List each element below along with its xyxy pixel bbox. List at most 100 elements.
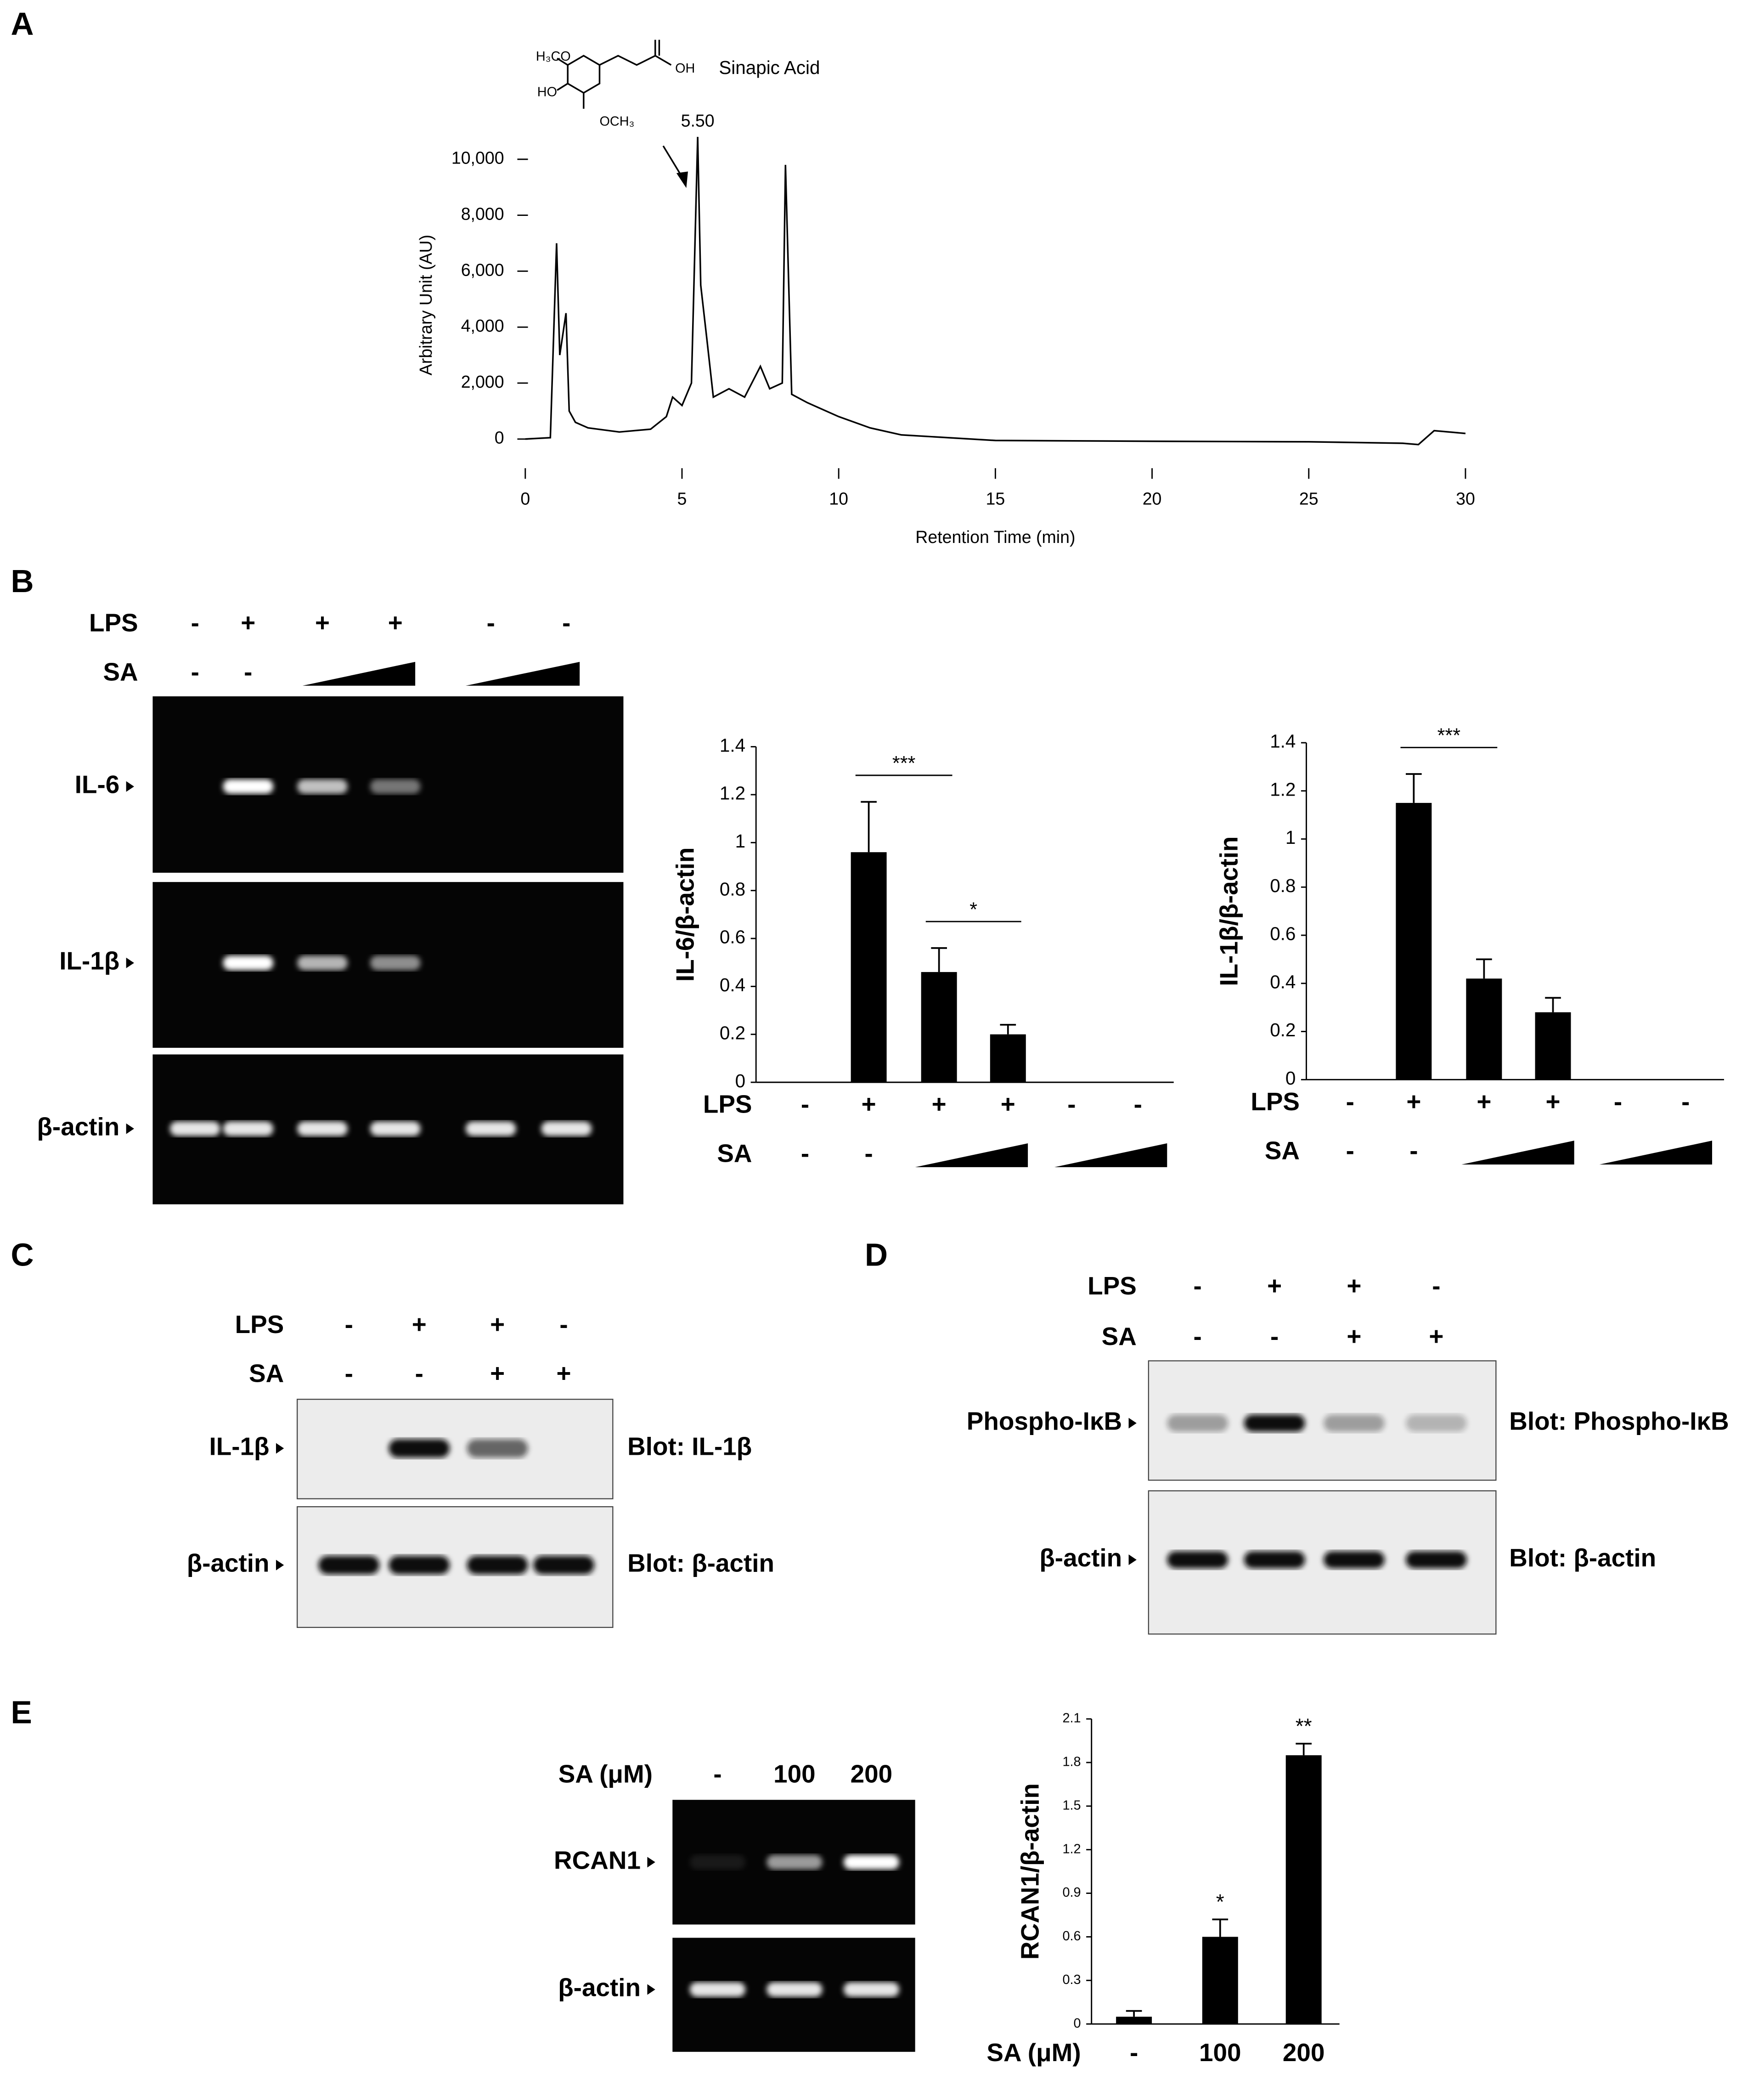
treatment-value: -	[244, 657, 252, 686]
panel-label: D	[865, 1237, 888, 1273]
band-label: IL-1β	[209, 1432, 270, 1461]
x-tick-label: 0	[520, 489, 530, 508]
treatment-label: SA	[1102, 1322, 1137, 1350]
significance: ***	[892, 752, 916, 774]
y-tick-label: 2,000	[461, 372, 504, 391]
band	[389, 1439, 450, 1458]
band	[1406, 1414, 1467, 1432]
treatment-value: -	[345, 1310, 353, 1339]
treatment-value: -	[1134, 1090, 1142, 1119]
band	[297, 1121, 348, 1136]
treatment-value: -	[191, 657, 199, 686]
band-label: RCAN1	[554, 1846, 641, 1874]
band-label: β-actin	[37, 1113, 119, 1141]
y-tick-label: 0.3	[1062, 1972, 1081, 1987]
y-tick-label: 0.2	[720, 1022, 745, 1043]
y-tick-label: 2.1	[1062, 1711, 1081, 1726]
band-label: IL-6	[75, 770, 120, 799]
band-label: Phospho-IκB	[967, 1407, 1122, 1435]
y-tick-label: 0.6	[1270, 923, 1296, 944]
treatment-value: 100	[773, 1760, 816, 1788]
band	[1244, 1414, 1305, 1432]
y-tick-label: 1.2	[1270, 779, 1296, 800]
x-tick-label: 100	[1199, 2038, 1241, 2067]
band	[1167, 1551, 1229, 1569]
band	[370, 955, 421, 971]
treatment-value: +	[862, 1090, 876, 1119]
treatment-value: 200	[851, 1760, 893, 1788]
bar	[1396, 802, 1432, 1080]
panel-label: C	[11, 1237, 34, 1273]
band	[223, 779, 274, 794]
y-tick-label: 0.4	[1270, 971, 1296, 992]
y-tick-label: 0.4	[720, 974, 745, 995]
chem-group: HO	[537, 85, 557, 100]
x-tick-label: 20	[1143, 489, 1162, 508]
treatment-value: +	[1546, 1087, 1561, 1116]
chem-group: OH	[675, 61, 695, 76]
band	[1167, 1414, 1229, 1432]
arrowhead	[1128, 1554, 1137, 1565]
treatment-value: -	[1194, 1271, 1202, 1300]
y-tick-label: 10,000	[451, 148, 504, 168]
treatment-value: -	[1409, 1136, 1418, 1165]
band-label: β-actin	[187, 1549, 270, 1577]
band	[467, 1555, 528, 1575]
blot-label: Blot: β-actin	[1509, 1543, 1656, 1572]
significance: **	[1296, 1714, 1312, 1738]
significance: *	[1216, 1890, 1224, 1914]
y-tick-label: 1.4	[720, 735, 745, 756]
y-tick-label: 8,000	[461, 204, 504, 223]
treatment-label: SA	[103, 657, 138, 686]
x-tick-label: 200	[1283, 2038, 1325, 2067]
band	[370, 779, 421, 794]
bar	[1466, 978, 1502, 1080]
treatment-value: +	[315, 608, 330, 637]
treatment-value: -	[415, 1359, 423, 1388]
y-tick-label: 1.4	[1270, 731, 1296, 752]
y-axis-label: IL-1β/β-actin	[1214, 836, 1243, 986]
y-tick-label: 1	[1285, 827, 1296, 848]
arrowhead	[126, 957, 135, 968]
y-axis-label: IL-6/β-actin	[671, 848, 699, 982]
band	[223, 955, 274, 971]
y-tick-label: 0.8	[1270, 875, 1296, 896]
panel-label: E	[11, 1695, 32, 1730]
band	[1406, 1551, 1467, 1569]
arrowhead	[126, 1123, 135, 1134]
treatment-value: -	[345, 1359, 353, 1388]
y-tick-label: 0	[1074, 2016, 1081, 2031]
treatment-value: -	[801, 1090, 809, 1119]
treatment-label: SA	[1265, 1136, 1300, 1165]
y-tick-label: 6,000	[461, 260, 504, 279]
dose-ramp	[1054, 1143, 1167, 1167]
dose-ramp	[1599, 1141, 1713, 1165]
treatment-value: +	[1001, 1090, 1015, 1119]
band	[297, 955, 348, 971]
band	[843, 1855, 900, 1870]
panel-label: A	[11, 6, 34, 42]
dose-ramp	[915, 1143, 1028, 1167]
arrowhead	[276, 1560, 284, 1571]
arrowhead	[647, 1984, 655, 1995]
band	[467, 1439, 528, 1458]
blot-label: Blot: IL-1β	[627, 1432, 752, 1461]
y-tick-label: 0	[1285, 1068, 1296, 1089]
bar	[1202, 1937, 1238, 2024]
x-tick-label: 15	[986, 489, 1005, 508]
significance: ***	[1437, 725, 1461, 747]
treatment-value: -	[864, 1139, 873, 1167]
bar	[1285, 1755, 1322, 2024]
y-axis-label: Arbitrary Unit (AU)	[416, 235, 435, 375]
band	[843, 1982, 900, 1997]
treatment-value: -	[713, 1760, 721, 1788]
panel-label: B	[11, 563, 34, 599]
chemical-structure	[557, 40, 688, 188]
band	[297, 779, 348, 794]
bar	[990, 1034, 1026, 1083]
treatment-value: -	[1067, 1090, 1076, 1119]
band	[689, 1855, 746, 1870]
chem-group: OCH₃	[599, 114, 634, 129]
arrowhead	[1128, 1418, 1137, 1429]
